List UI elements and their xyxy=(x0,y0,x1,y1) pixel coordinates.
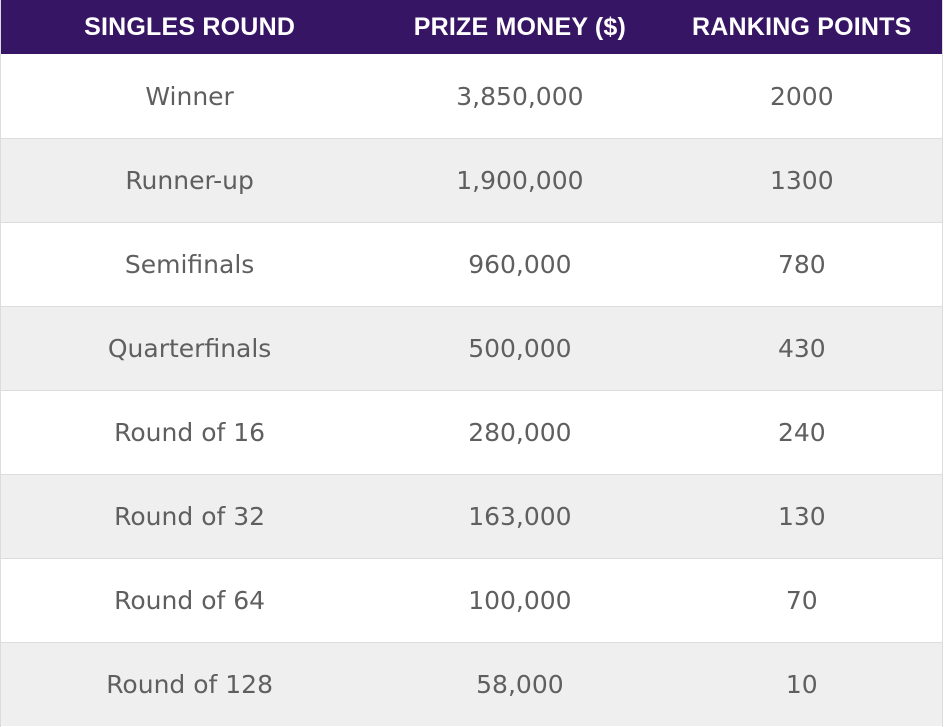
prize-cell: 3,850,000 xyxy=(456,81,584,111)
points-cell: 430 xyxy=(777,334,826,363)
header-prize-money: PRIZE MONEY ($) xyxy=(413,12,627,41)
table-body: Winner 3,850,000 2000 Runner-up 1,900,00… xyxy=(1,54,942,726)
prize-cell: 100,000 xyxy=(468,586,572,615)
table-row: Round of 32 163,000 130 xyxy=(1,474,942,558)
round-cell: Round of 16 xyxy=(114,418,266,447)
round-cell: Round of 128 xyxy=(106,670,273,699)
round-cell: Round of 64 xyxy=(114,586,266,615)
table-row: Semifinals 960,000 780 xyxy=(1,222,942,306)
prize-cell: 960,000 xyxy=(468,250,572,279)
table-row: Winner 3,850,000 2000 xyxy=(1,54,942,138)
table-row: Round of 64 100,000 70 xyxy=(1,558,942,642)
table-row: Quarterfinals 500,000 430 xyxy=(1,306,942,390)
points-cell: 130 xyxy=(777,502,826,531)
table-header: SINGLES ROUND PRIZE MONEY ($) RANKING PO… xyxy=(1,0,942,54)
points-cell: 70 xyxy=(785,586,818,615)
table-row: Round of 128 58,000 10 xyxy=(1,642,942,726)
round-cell: Quarterfinals xyxy=(107,334,272,363)
points-cell: 240 xyxy=(777,418,826,447)
header-singles-round: SINGLES ROUND xyxy=(84,12,296,41)
table-row: Runner-up 1,900,000 1300 xyxy=(1,138,942,222)
table-row: Round of 16 280,000 240 xyxy=(1,390,942,474)
round-cell: Runner-up xyxy=(125,166,254,195)
points-cell: 780 xyxy=(777,250,826,279)
header-ranking-points: RANKING POINTS xyxy=(692,12,912,41)
points-cell: 2000 xyxy=(769,81,834,111)
points-cell: 10 xyxy=(785,670,818,699)
round-cell: Round of 32 xyxy=(114,502,266,531)
prize-cell: 500,000 xyxy=(468,334,572,363)
round-cell: Semifinals xyxy=(124,250,255,279)
prize-cell: 280,000 xyxy=(468,418,572,447)
round-cell: Winner xyxy=(145,81,234,111)
prize-cell: 163,000 xyxy=(468,502,572,531)
prize-cell: 1,900,000 xyxy=(456,166,584,195)
points-cell: 1300 xyxy=(769,166,834,195)
prize-cell: 58,000 xyxy=(476,670,564,699)
